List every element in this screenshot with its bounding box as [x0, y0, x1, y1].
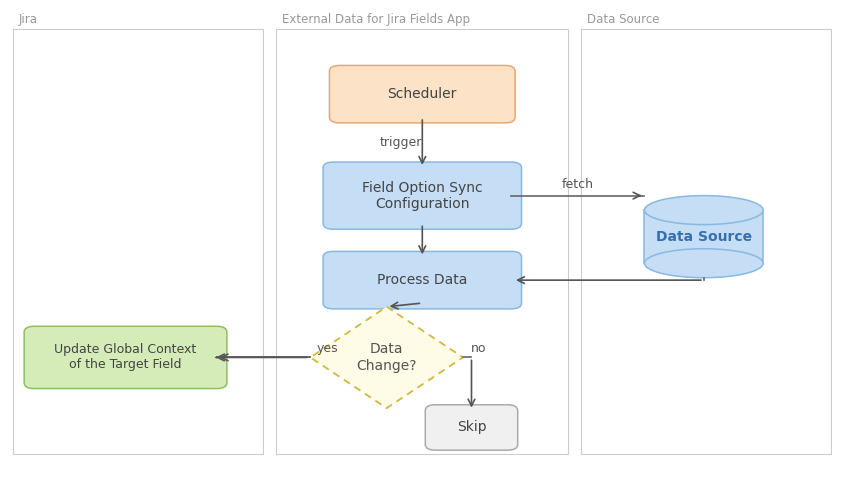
FancyBboxPatch shape — [323, 162, 522, 229]
FancyBboxPatch shape — [581, 29, 831, 454]
Text: no: no — [471, 342, 486, 355]
FancyBboxPatch shape — [13, 29, 263, 454]
Text: Jira: Jira — [19, 13, 37, 26]
Polygon shape — [644, 210, 763, 263]
Text: Process Data: Process Data — [377, 273, 467, 287]
FancyBboxPatch shape — [329, 65, 515, 123]
Text: Field Option Sync
Configuration: Field Option Sync Configuration — [362, 181, 483, 211]
FancyBboxPatch shape — [323, 251, 522, 309]
Text: Data Source: Data Source — [656, 230, 752, 243]
Polygon shape — [310, 307, 463, 408]
FancyBboxPatch shape — [24, 327, 226, 388]
Ellipse shape — [644, 196, 763, 225]
FancyBboxPatch shape — [426, 405, 517, 450]
Text: External Data for Jira Fields App: External Data for Jira Fields App — [282, 13, 470, 26]
Text: Data Source: Data Source — [587, 13, 659, 26]
Text: Skip: Skip — [457, 421, 486, 434]
Text: yes: yes — [316, 342, 338, 355]
Text: fetch: fetch — [562, 179, 594, 191]
Ellipse shape — [644, 249, 763, 278]
FancyBboxPatch shape — [276, 29, 568, 454]
Text: Scheduler: Scheduler — [388, 87, 457, 101]
Text: Data
Change?: Data Change? — [356, 342, 417, 372]
Text: Update Global Context
of the Target Field: Update Global Context of the Target Fiel… — [54, 343, 197, 371]
Text: trigger: trigger — [380, 136, 422, 149]
